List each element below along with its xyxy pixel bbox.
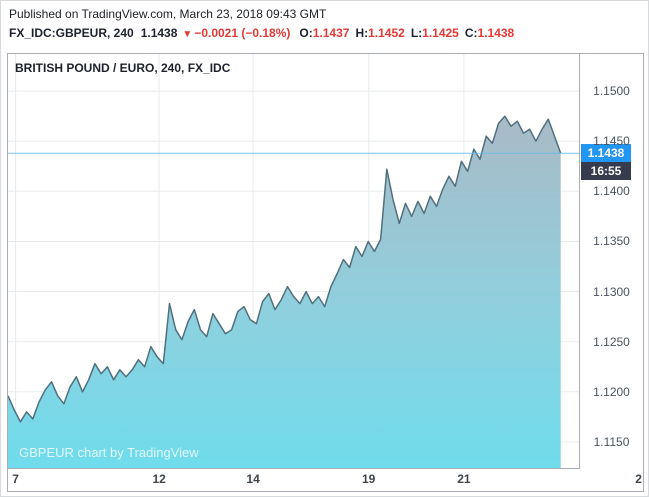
price-tick-label: 1.1150: [593, 434, 630, 449]
price-tick-label: 1.1200: [593, 384, 630, 399]
open-label: O:: [299, 26, 313, 40]
chart-frame: BRITISH POUND / EURO, 240, FX_IDC GBPEUR…: [7, 53, 644, 492]
price-tick-label: 1.1250: [593, 334, 630, 349]
price-tick-label: 1.1350: [593, 234, 630, 249]
time-tick-label: 12: [152, 472, 166, 486]
close-label: C:: [464, 26, 478, 40]
ohlc-close: C:1.1438: [465, 26, 514, 40]
current-price-badge: 1.1438: [581, 144, 631, 163]
price-change: −0.0021 (−0.18%): [194, 26, 291, 40]
time-scale[interactable]: 7 12 14 19 21 2: [8, 469, 643, 491]
open-value: 1.1437: [312, 26, 350, 40]
time-tick-label: 21: [457, 472, 471, 486]
close-value: 1.1438: [477, 26, 515, 40]
high-value: 1.1452: [368, 26, 405, 40]
time-tick-label: 14: [246, 472, 260, 486]
published-info: Published on TradingView.com, March 23, …: [9, 7, 327, 21]
last-price: 1.1438: [140, 26, 178, 40]
high-label: H:: [355, 26, 369, 40]
price-scale[interactable]: 1.1438 16:55 1.1500 1.1450 1.1400 1.1350 1.1…: [580, 54, 643, 468]
ohlc-open: O:1.1437: [299, 26, 349, 40]
time-tick-label: 19: [361, 472, 376, 486]
chart-legend: BRITISH POUND / EURO, 240, FX_IDC: [15, 61, 231, 75]
countdown-badge: 16:55: [581, 162, 631, 181]
ohlc-high: H:1.1452: [355, 26, 404, 40]
symbol-name: FX_IDC:GBPEUR, 240: [9, 26, 134, 40]
price-area-chart: [8, 54, 579, 468]
price-tick-label: 1.1300: [593, 284, 630, 299]
time-tick-label: 2: [635, 472, 642, 486]
price-tick-label: 1.1500: [593, 84, 630, 99]
price-tick-label: 1.1400: [593, 184, 630, 199]
ohlc-low: L:1.1425: [411, 26, 459, 40]
symbol-info-bar: FX_IDC:GBPEUR, 240 1.1438 ▼ −0.0021 (−0.18%…: [9, 26, 520, 40]
down-arrow-icon: ▼: [182, 29, 193, 40]
low-value: 1.1425: [422, 26, 459, 40]
tradingview-watermark-link[interactable]: GBPEUR chart by TradingView: [19, 445, 199, 460]
price-tick-label: 1.1450: [593, 134, 630, 149]
plot-area[interactable]: BRITISH POUND / EURO, 240, FX_IDC GBPEUR…: [8, 54, 580, 469]
low-label: L:: [410, 26, 423, 40]
time-tick-label: 7: [12, 472, 19, 486]
